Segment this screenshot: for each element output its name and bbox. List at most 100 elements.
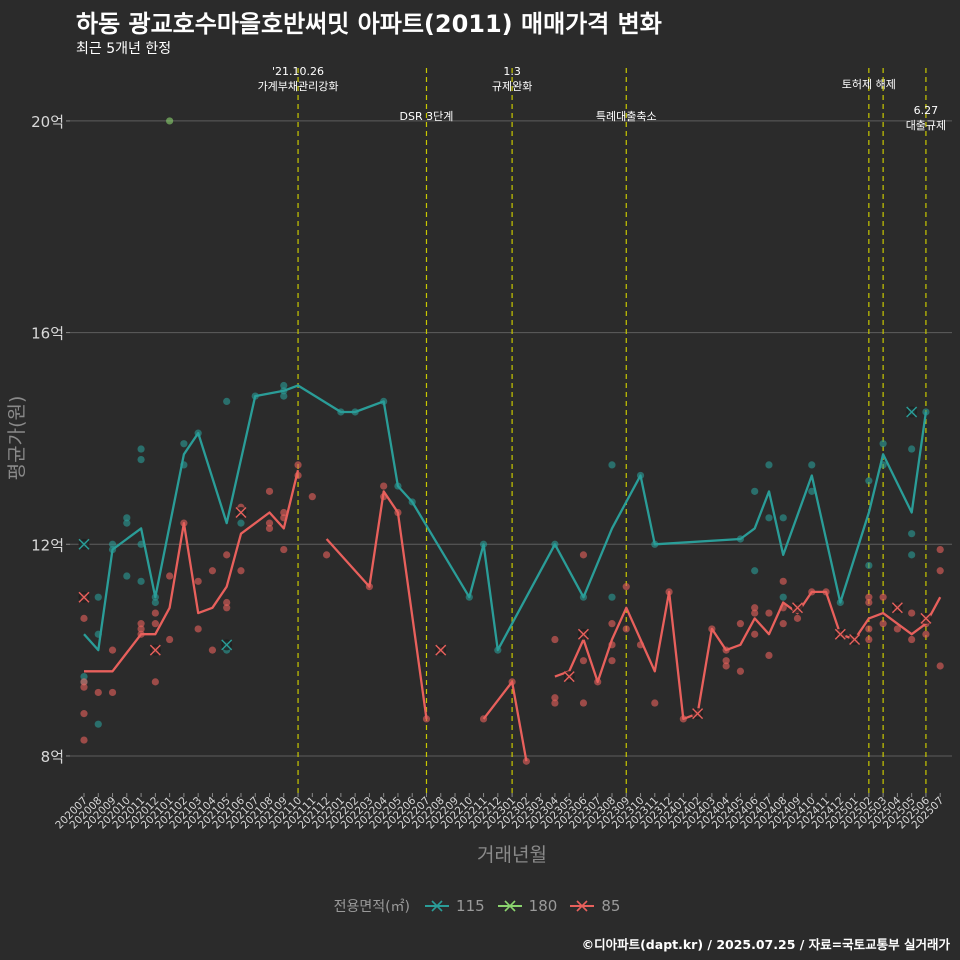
- cancelled-stroke: [849, 634, 861, 646]
- cancelled-marker-85: [920, 612, 932, 624]
- data-point-85: [208, 567, 217, 575]
- data-point-85: [380, 482, 388, 490]
- data-point-85: [808, 588, 816, 596]
- data-point-85: [608, 641, 616, 649]
- data-point-115: [123, 519, 131, 527]
- data-point-115: [80, 672, 88, 681]
- event-label-line: 토허제 해제: [842, 77, 896, 91]
- data-point-85: [722, 657, 730, 665]
- data-point-85: [922, 630, 930, 638]
- data-point-85: [665, 588, 673, 596]
- x-axis-title: 거래년월: [477, 844, 547, 866]
- data-point-85: [751, 609, 759, 617]
- data-point-85: [608, 657, 616, 665]
- y-tick-label: 16억: [31, 325, 64, 343]
- data-point-115: [108, 540, 117, 548]
- data-point-115: [908, 530, 916, 538]
- cancelled-stroke: [891, 602, 903, 614]
- legend-label-115: 115: [456, 897, 485, 915]
- data-point-85: [893, 625, 901, 633]
- data-point-115: [579, 593, 588, 601]
- cancelled-marker-85: [834, 628, 846, 640]
- data-point-85: [294, 461, 302, 469]
- data-point-85: [322, 551, 331, 559]
- data-point-115: [736, 535, 745, 543]
- data-point-85: [865, 635, 873, 644]
- legend-label-180: 180: [528, 897, 558, 915]
- data-point-85: [223, 604, 231, 612]
- data-point-115: [337, 408, 345, 416]
- legend-key-180-icon: [497, 900, 522, 912]
- legend: 전용면적(㎡) 115 180 85: [0, 896, 960, 916]
- data-point-85: [636, 641, 645, 649]
- data-point-85: [194, 625, 202, 633]
- page-title: 하동 광교호수마을호반써밋 아파트(2011) 매매가격 변화: [76, 10, 662, 38]
- cancelled-stroke: [834, 628, 846, 640]
- cancelled-stroke: [435, 644, 447, 656]
- y-axis-title: 평균가(원): [6, 396, 28, 481]
- legend-item-180: 180: [497, 897, 558, 915]
- data-point-115: [779, 514, 787, 522]
- data-point-115: [779, 593, 787, 601]
- cancelled-marker-85: [692, 708, 704, 720]
- data-point-115: [808, 487, 816, 495]
- legend-label-85: 85: [601, 897, 621, 915]
- data-point-85: [94, 688, 102, 697]
- data-point-85: [294, 471, 302, 480]
- data-point-85: [522, 757, 530, 765]
- cancelled-marker-85: [235, 507, 247, 519]
- cancelled-stroke: [78, 538, 90, 550]
- data-point-85: [722, 646, 730, 654]
- data-point-85: [151, 678, 159, 686]
- data-point-85: [208, 646, 217, 654]
- data-point-85: [422, 715, 431, 723]
- data-point-115: [765, 461, 773, 469]
- data-point-85: [308, 493, 316, 501]
- data-point-85: [879, 620, 887, 628]
- data-point-85: [736, 667, 745, 675]
- data-point-115: [151, 598, 159, 607]
- legend-key-115-icon: [425, 900, 450, 912]
- data-point-115: [865, 561, 873, 570]
- data-point-85: [108, 646, 117, 654]
- data-point-115: [922, 408, 930, 416]
- data-point-115: [351, 408, 359, 416]
- legend-key-85-icon: [570, 900, 595, 912]
- data-point-115: [280, 381, 288, 390]
- data-point-85: [223, 598, 231, 607]
- cancelled-marker-85: [792, 602, 803, 614]
- data-point-115: [251, 392, 259, 400]
- data-point-85: [551, 694, 559, 702]
- data-point-85: [508, 678, 516, 686]
- data-point-85: [736, 620, 745, 628]
- data-point-115: [879, 461, 887, 469]
- data-point-85: [280, 514, 288, 522]
- data-point-115: [237, 519, 245, 527]
- data-point-85: [108, 688, 117, 697]
- axis-layer: 8억12억16억20억20200720200820200920201020201…: [31, 113, 946, 832]
- data-point-85: [80, 736, 88, 744]
- data-point-85: [265, 487, 274, 495]
- data-point-115: [380, 397, 388, 405]
- data-point-85: [137, 620, 145, 628]
- data-point-85: [779, 577, 787, 585]
- data-point-85: [679, 715, 687, 723]
- data-point-115: [608, 461, 616, 469]
- data-point-115: [94, 720, 102, 728]
- data-point-115: [137, 540, 145, 548]
- event-label-line: 대출규제: [906, 119, 946, 132]
- data-point-85: [137, 630, 145, 638]
- data-point-85: [622, 583, 630, 591]
- data-point-115: [194, 429, 202, 437]
- cancelled-marker-85: [435, 644, 447, 656]
- cancelled-marker-85: [891, 602, 903, 614]
- data-point-115: [751, 567, 759, 575]
- data-point-115: [408, 498, 416, 506]
- data-point-85: [80, 614, 88, 622]
- data-point-85: [822, 588, 830, 596]
- data-point-115: [123, 572, 131, 580]
- data-point-115: [137, 577, 145, 585]
- data-point-85: [793, 614, 802, 622]
- event-label-line: 6.27: [914, 104, 939, 117]
- data-point-85: [579, 657, 588, 665]
